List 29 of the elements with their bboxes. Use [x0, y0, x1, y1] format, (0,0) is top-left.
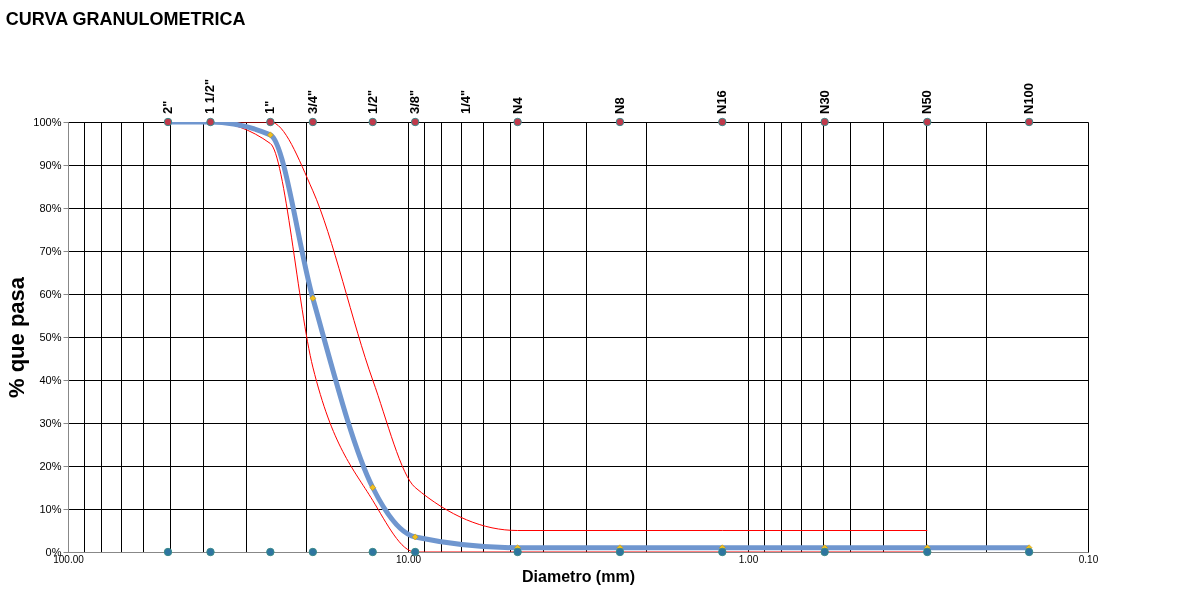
x-tick-label: 10.00: [395, 553, 422, 565]
annotation: 1 1/2": [202, 78, 218, 114]
text: 1/4": [458, 89, 474, 114]
y-tick-label: 30%: [39, 416, 62, 429]
y-tick-label: 60%: [39, 287, 62, 300]
x-tick-label: 0.10: [1078, 553, 1099, 565]
annotation: 1/2": [364, 89, 380, 114]
annotation: N100: [1021, 82, 1037, 114]
annotation: N8: [611, 97, 627, 114]
y-tick-label: 20%: [39, 459, 62, 472]
chart-title: CURVA GRANULOMETRICA: [5, 8, 246, 29]
annotation: N50: [919, 90, 935, 114]
y-tick-label: 50%: [39, 330, 62, 343]
y-tick-label: 100%: [33, 115, 62, 128]
y-tick-label: 90%: [39, 158, 62, 171]
x-tick-label: 1.00: [738, 553, 759, 565]
annotation: N4: [509, 96, 525, 114]
annotation: N16: [714, 90, 730, 114]
y-tick-label: 40%: [39, 373, 62, 386]
y-tick-label: 10%: [39, 502, 62, 515]
y-tick-label: 70%: [39, 244, 62, 257]
annotation: N30: [816, 90, 832, 114]
annotation: 3/8": [407, 89, 423, 114]
x-axis-title: Diametro (mm): [522, 567, 635, 585]
y-axis-title: % que pasa: [4, 276, 30, 399]
y-tick-label: 80%: [39, 201, 62, 214]
annotation: 1": [262, 100, 278, 114]
annotation: 2": [160, 100, 176, 114]
annotation: 3/4": [304, 89, 320, 114]
